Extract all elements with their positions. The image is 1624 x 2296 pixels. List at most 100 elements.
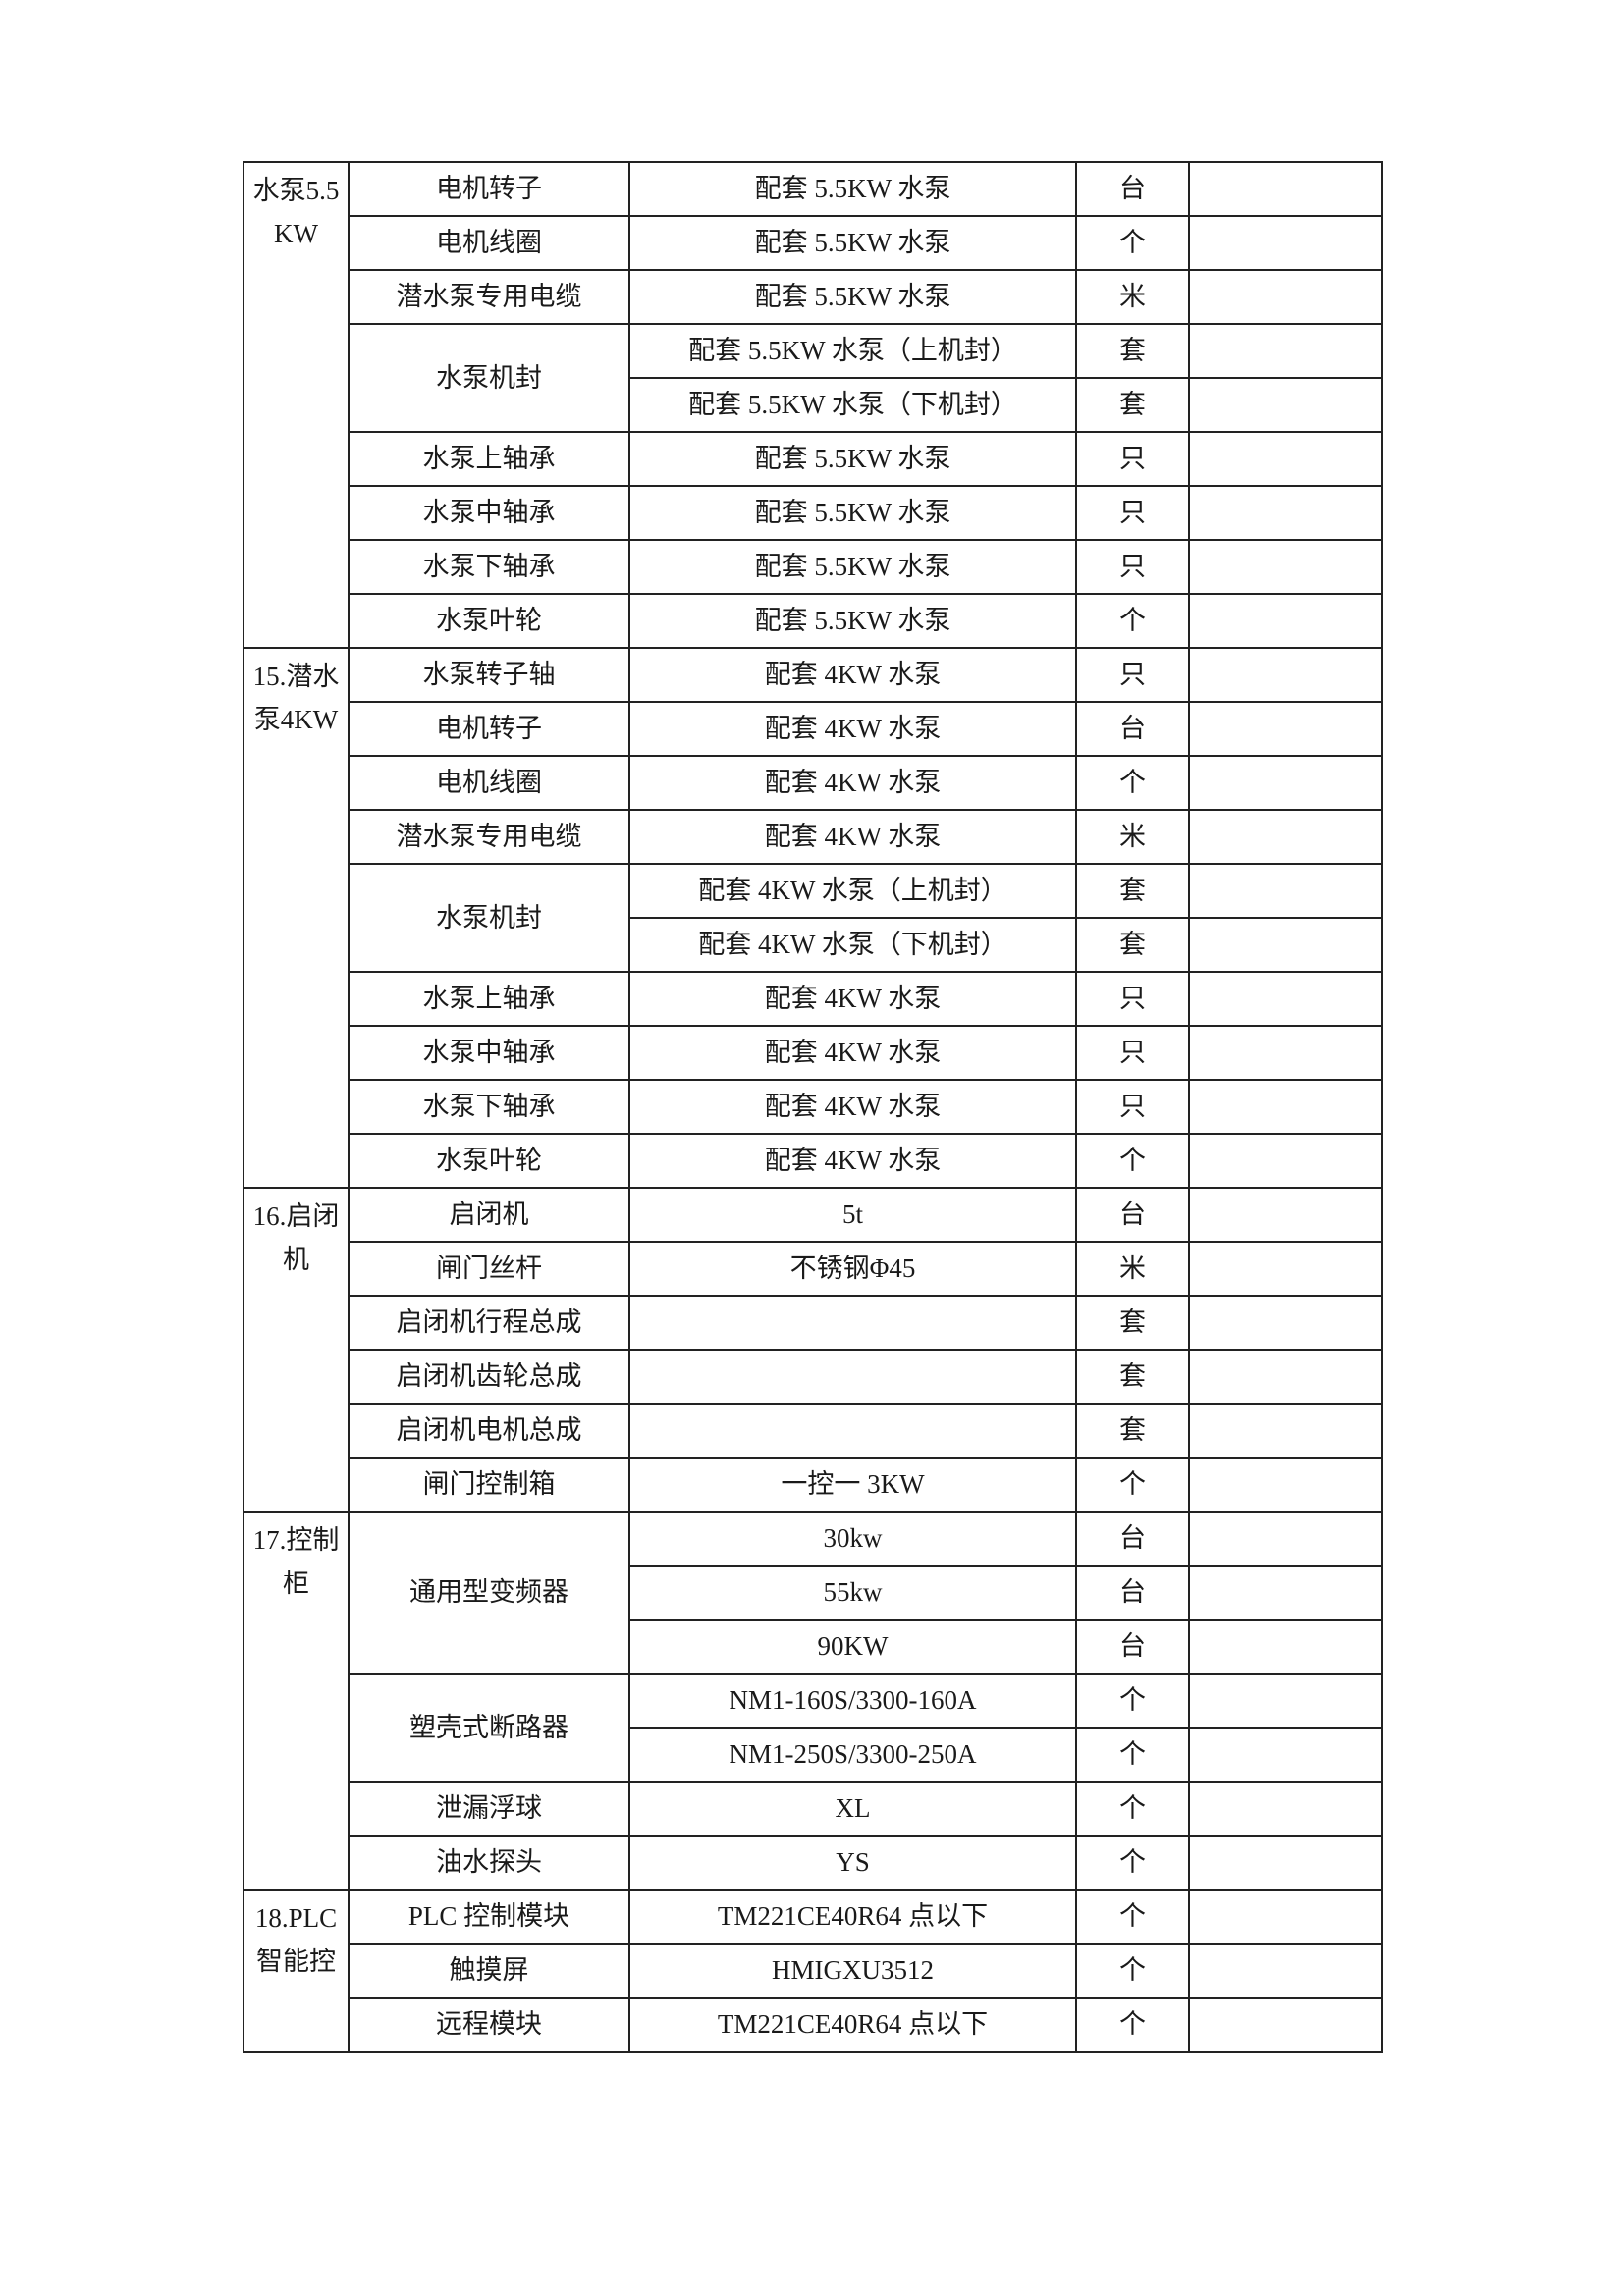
group-label: 18.PLC智能控	[243, 1889, 350, 2053]
item-unit: 套	[1075, 863, 1190, 919]
item-unit: 个	[1075, 1997, 1190, 2053]
item-remark	[1188, 809, 1383, 865]
item-unit: 只	[1075, 431, 1190, 487]
table-row: 15.潜水泵4KW 水泵转子轴 配套 4KW 水泵只	[243, 647, 1383, 1189]
item-remark	[1188, 917, 1383, 973]
item-spec: 配套 5.5KW 水泵	[628, 215, 1077, 271]
item-spec: 配套 4KW 水泵	[628, 971, 1077, 1027]
item-spec: 配套 5.5KW 水泵	[628, 161, 1077, 217]
item-unit: 台	[1075, 1511, 1190, 1567]
item-spec: 配套 5.5KW 水泵	[628, 269, 1077, 325]
item-spec: 配套 5.5KW 水泵（下机封）	[628, 377, 1077, 433]
table-row: 配套 4KW 水泵（下机封）套	[244, 917, 1383, 973]
item-name: 启闭机电机总成	[348, 1403, 630, 1459]
item-name: 水泵下轴承	[348, 539, 630, 595]
item-spec: 配套 5.5KW 水泵	[628, 431, 1077, 487]
group-label: 17.控制柜	[243, 1511, 350, 1891]
item-unit: 个	[1075, 755, 1190, 811]
item-name: 电机转子	[348, 161, 630, 217]
item-remark	[1188, 215, 1383, 271]
item-spec: YS	[628, 1835, 1077, 1891]
item-name: 水泵转子轴	[348, 647, 630, 703]
item-remark	[1188, 971, 1383, 1027]
item-remark	[1188, 1565, 1383, 1621]
item-spec: 配套 4KW 水泵	[628, 1079, 1077, 1135]
table-row: 55kw 台	[244, 1565, 1383, 1621]
item-unit: 个	[1075, 215, 1190, 271]
table-row: 泄漏浮球 XL 个	[244, 1781, 1383, 1837]
item-remark	[1188, 323, 1383, 379]
table-row: 启闭机行程总成 套	[244, 1295, 1383, 1351]
item-name: 启闭机齿轮总成	[348, 1349, 630, 1405]
item-remark	[1188, 161, 1383, 217]
item-remark	[1188, 755, 1383, 811]
table-row: 水泵中轴承 配套 5.5KW 水泵只	[244, 485, 1383, 541]
group-label: 16.启闭机	[243, 1187, 350, 1513]
item-name: 塑壳式断路器	[348, 1673, 630, 1783]
table-row: 潜水泵专用电缆 配套 5.5KW 水泵米	[244, 269, 1383, 325]
table-row: 闸门丝杆 不锈钢Φ45 米	[244, 1241, 1383, 1297]
item-name: PLC 控制模块	[348, 1889, 630, 1945]
table-row: 水泵机封 配套 4KW 水泵（上机封）套	[244, 863, 1383, 973]
item-unit: 只	[1075, 1079, 1190, 1135]
table-row: 水泵叶轮 配套 4KW 水泵个	[244, 1133, 1383, 1189]
item-name: 闸门丝杆	[348, 1241, 630, 1297]
item-unit: 只	[1075, 485, 1190, 541]
item-spec: 配套 5.5KW 水泵（上机封）	[628, 323, 1077, 379]
item-name: 电机转子	[348, 701, 630, 757]
table-row: 水泵上轴承 配套 4KW 水泵只	[244, 971, 1383, 1027]
item-spec: 配套 4KW 水泵	[628, 701, 1077, 757]
item-unit: 个	[1075, 1835, 1190, 1891]
item-spec: HMIGXU3512	[628, 1943, 1077, 1999]
table-row: 18.PLC智能控 PLC 控制模块 TM221CE40R64 点以下个	[243, 1889, 1383, 2053]
table-row: 水泵上轴承 配套 5.5KW 水泵只	[244, 431, 1383, 487]
item-name: 水泵叶轮	[348, 1133, 630, 1189]
group-label: 15.潜水泵4KW	[243, 647, 350, 1189]
table-row: 油水探头 YS 个	[244, 1835, 1383, 1891]
item-remark	[1188, 593, 1383, 649]
table-row: 远程模块 TM221CE40R64 点以下个	[244, 1997, 1383, 2053]
item-remark	[1188, 1079, 1383, 1135]
item-unit: 台	[1075, 701, 1190, 757]
item-name: 泄漏浮球	[348, 1781, 630, 1837]
table-row: 电机转子 配套 4KW 水泵台	[244, 701, 1383, 757]
item-remark	[1188, 1403, 1383, 1459]
item-spec: TM221CE40R64 点以下	[628, 1889, 1077, 1945]
item-name: 电机线圈	[348, 755, 630, 811]
item-name: 远程模块	[348, 1997, 630, 2053]
item-spec: 55kw	[628, 1565, 1077, 1621]
item-remark	[1188, 1295, 1383, 1351]
item-spec	[628, 1295, 1077, 1351]
item-unit: 套	[1075, 377, 1190, 433]
item-remark	[1188, 1349, 1383, 1405]
table-row: NM1-250S/3300-250A 个	[244, 1727, 1383, 1783]
item-name: 水泵中轴承	[348, 485, 630, 541]
spare-parts-table: 水泵5.5KW 电机转子 配套 5.5KW 水泵台电机线圈 配套 5.5KW 水泵个潜…	[243, 161, 1383, 2053]
item-remark	[1188, 377, 1383, 433]
item-name: 水泵叶轮	[348, 593, 630, 649]
item-unit: 台	[1075, 1619, 1190, 1675]
item-remark	[1188, 1889, 1383, 1945]
table-row: 塑壳式断路器 NM1-160S/3300-160A 个	[244, 1673, 1383, 1783]
table-row: 电机线圈 配套 5.5KW 水泵个	[244, 215, 1383, 271]
table-row: 水泵中轴承 配套 4KW 水泵只	[244, 1025, 1383, 1081]
item-remark	[1188, 863, 1383, 919]
item-remark	[1188, 701, 1383, 757]
item-name: 水泵机封	[348, 323, 630, 433]
item-name: 水泵机封	[348, 863, 630, 973]
item-spec: NM1-160S/3300-160A	[628, 1673, 1077, 1729]
item-remark	[1188, 1943, 1383, 1999]
item-unit: 台	[1075, 1187, 1190, 1243]
item-unit: 个	[1075, 1943, 1190, 1999]
item-spec	[628, 1349, 1077, 1405]
table-row: 水泵5.5KW 电机转子 配套 5.5KW 水泵台	[243, 161, 1383, 649]
item-unit: 米	[1075, 1241, 1190, 1297]
item-spec: 5t	[628, 1187, 1077, 1243]
item-spec	[628, 1403, 1077, 1459]
item-name: 触摸屏	[348, 1943, 630, 1999]
item-name: 油水探头	[348, 1835, 630, 1891]
item-unit: 个	[1075, 1727, 1190, 1783]
item-spec: 配套 4KW 水泵（上机封）	[628, 863, 1077, 919]
item-spec: 配套 4KW 水泵	[628, 647, 1077, 703]
item-remark	[1188, 1457, 1383, 1513]
